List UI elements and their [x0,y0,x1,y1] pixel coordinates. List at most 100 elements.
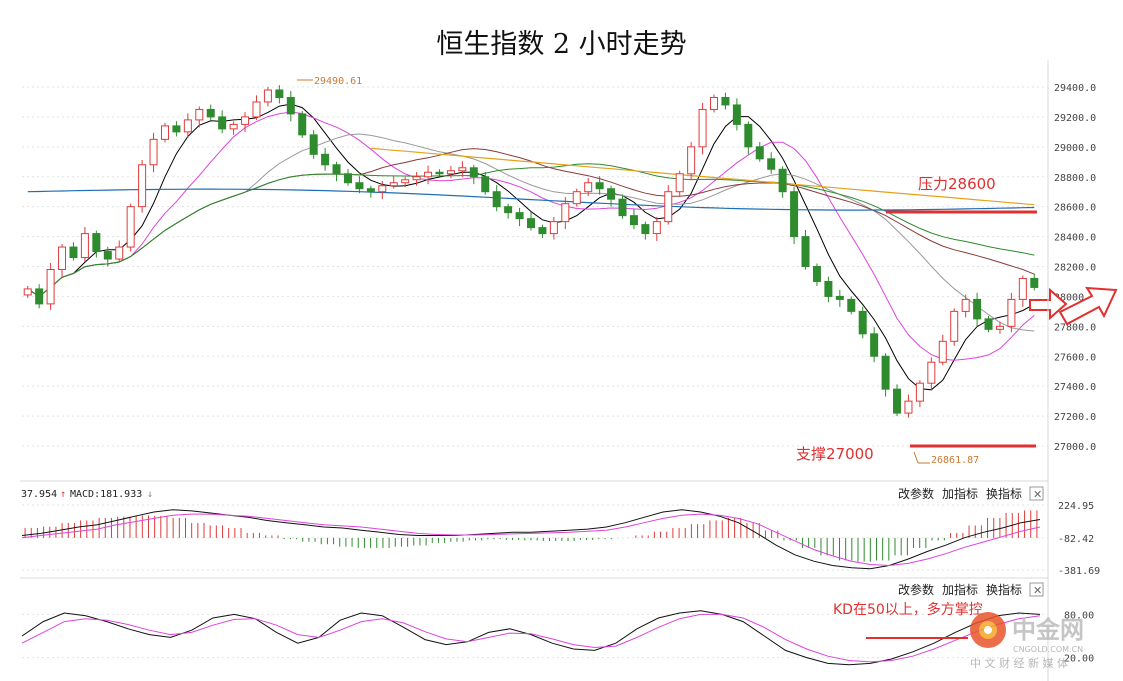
candlestick-series [23,85,1039,418]
candle-up [950,310,959,342]
ma10-line [27,111,1035,361]
candle-down [767,158,776,170]
candle-down [744,123,753,148]
candle-down [69,246,78,259]
macd-axis: 224.95 -82.42 -381.69 [1058,501,1100,577]
candle-down [469,167,478,178]
candle-down [755,146,764,160]
candle-down [721,96,730,106]
switch-indicator-button[interactable]: 换指标 [986,486,1022,501]
candle-up [46,268,55,305]
price-tick-label: 27000.0 [1054,442,1096,453]
add-indicator-button[interactable]: 加指标 [942,582,978,597]
candle-up [549,221,558,235]
candle-up [938,340,947,363]
candle-up [927,361,936,384]
candle-up [710,96,719,110]
candle-down [309,134,318,155]
candle-down [515,212,524,220]
kd-tick-label: 20.00 [1064,654,1094,665]
candle-down [870,333,879,357]
price-tick-label: 29200.0 [1054,113,1096,124]
price-axis: 29400.0 29200.0 29000.0 28800.0 28600.0 28400… [1054,83,1096,453]
modify-params-button[interactable]: 改参数 [898,486,934,501]
candle-down [881,355,890,390]
candle-up [23,288,32,296]
candle-down [618,198,627,217]
price-tick-label: 28000.0 [1054,292,1096,303]
macd-tick-label: -82.42 [1058,534,1094,545]
candle-down [206,108,215,118]
macd-dif-line [21,509,1041,570]
candle-down [275,89,284,98]
candle-up [572,191,581,205]
close-icon: ✕ [1033,488,1042,501]
macd-header: 37.954 ↑ MACD:181.933 ↓ [21,489,153,500]
candle-up [424,171,433,178]
candle-up [229,123,238,130]
macd-dea-line [21,513,1041,567]
kd-axis: 80.00 20.00 [1064,610,1094,664]
candle-down [35,288,44,305]
candle-up [1018,277,1027,300]
candle-down [629,215,638,226]
low-label: 26861.87 [931,455,979,466]
candle-up [263,89,272,103]
price-tick-label: 27600.0 [1054,352,1096,363]
ma5-line [27,103,1035,391]
candle-down [732,104,741,125]
price-tick-label: 29000.0 [1054,143,1096,154]
watermark: 中金网 CNGOLD.COM.CN 中 文 财 经 新 媒 体 [970,612,1084,670]
price-tick-label: 29400.0 [1054,83,1096,94]
candle-up [675,173,684,193]
candle-up [80,233,89,259]
modify-params-button[interactable]: 改参数 [898,582,934,597]
candle-down [298,113,307,136]
candle-down [973,298,982,320]
candle-up [652,221,661,235]
kd-lines [21,610,1041,666]
candle-down [778,168,787,193]
candle-down [504,206,513,214]
candle-down [481,176,490,193]
candle-up [446,170,455,175]
candle-down [824,280,833,297]
price-tick-label: 27200.0 [1054,412,1096,423]
close-panel-button[interactable] [1029,582,1044,597]
candle-up [115,246,124,260]
candle-down [92,233,101,253]
candle-down [492,191,501,208]
macd-histogram [24,510,1038,562]
candle-down [343,173,352,184]
moving-average-lines [27,103,1035,391]
watermark-slogan: 中 文 财 经 新 媒 体 [970,656,1068,670]
kd-annotation: KD在50以上，多方掌控 [833,601,983,618]
close-panel-button[interactable] [1029,486,1044,501]
price-tick-label: 28600.0 [1054,203,1096,214]
candle-down [641,224,650,235]
candle-up [664,191,673,223]
candle-up [401,179,410,184]
candle-up [1007,298,1016,327]
candle-up [995,325,1004,330]
candle-up [561,203,570,223]
switch-indicator-button[interactable]: 换指标 [986,582,1022,597]
candle-up [58,246,67,270]
low-marker: 26861.87 [913,451,979,466]
candle-up [389,182,398,187]
candle-down [847,298,856,312]
macd-up-arrow-icon: ↑ [60,489,66,500]
candle-down [366,188,375,193]
candle-down [790,191,799,238]
macd-lines [21,509,1041,570]
macd-left-value: 37.954 [21,489,57,500]
candle-down [1030,277,1039,288]
candle-down [286,96,295,115]
add-indicator-button[interactable]: 加指标 [942,486,978,501]
candle-up [412,176,421,181]
kd-d-line [21,613,1041,663]
candle-up [378,185,387,193]
price-tick-label: 27800.0 [1054,322,1096,333]
kd-panel-grid [22,613,1048,659]
